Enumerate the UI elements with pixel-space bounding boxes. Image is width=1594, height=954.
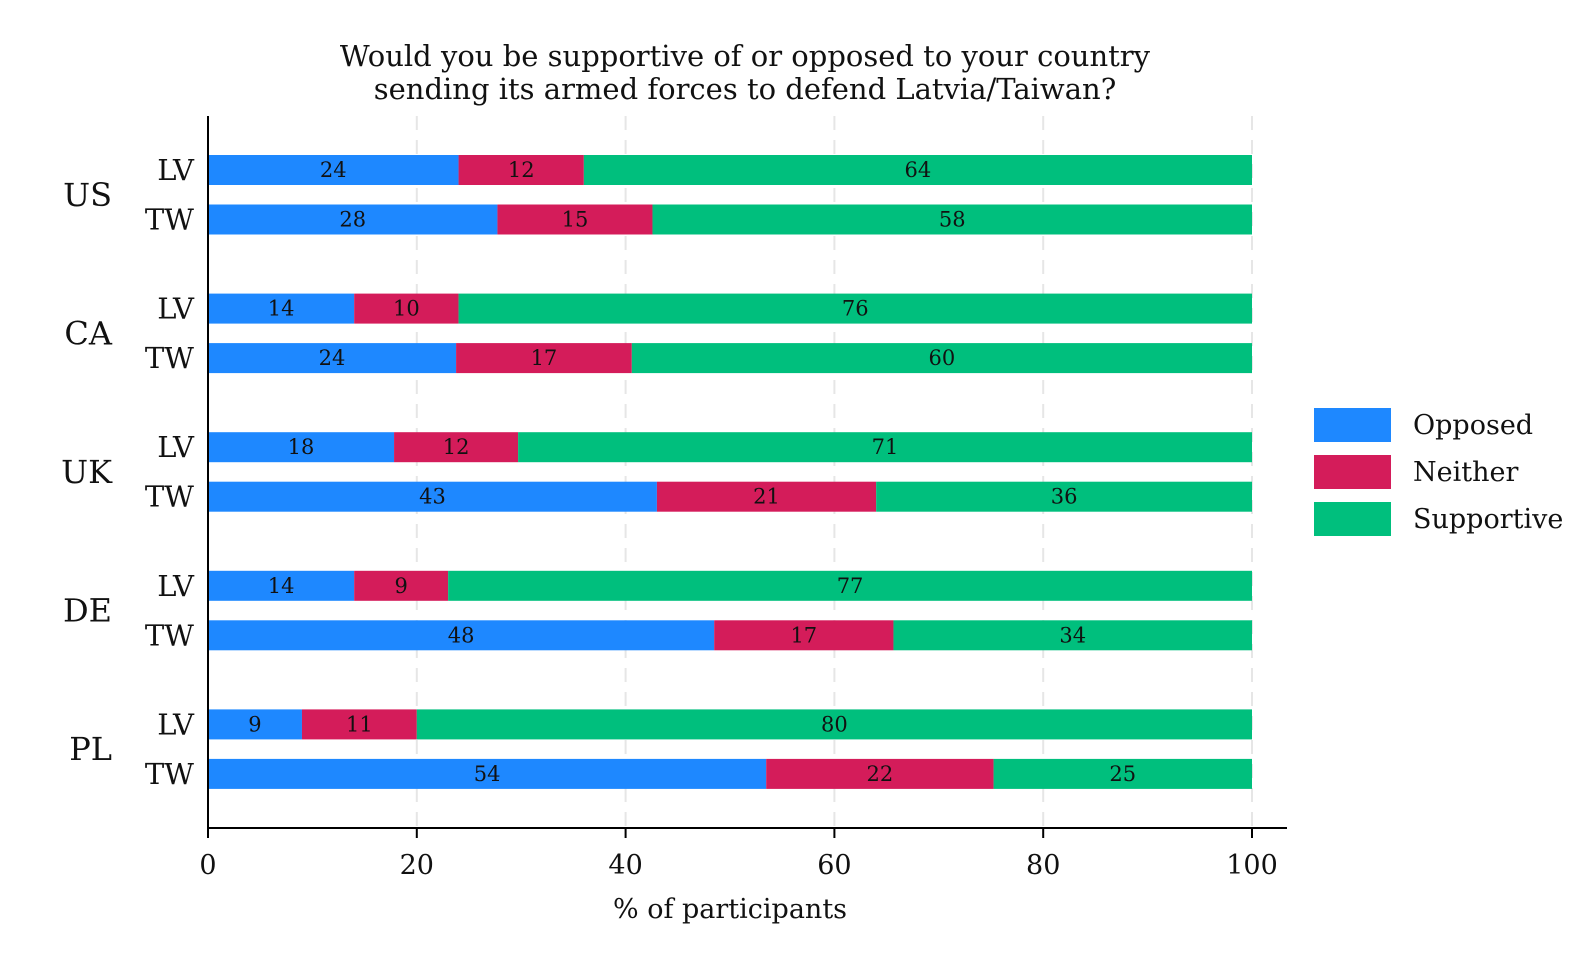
bar-value-label: 17 bbox=[790, 623, 817, 647]
legend-label-neither: Neither bbox=[1413, 457, 1518, 488]
bar-segment-opposed bbox=[208, 709, 302, 740]
bar-value-label: 18 bbox=[288, 435, 315, 459]
bar-value-label: 80 bbox=[821, 712, 848, 736]
bar-value-label: 28 bbox=[339, 208, 366, 232]
chart-title-line: sending its armed forces to defend Latvi… bbox=[374, 72, 1117, 106]
bar-value-label: 9 bbox=[248, 712, 261, 736]
y-axis-labels: LV TW US LV TW CA LV TW UK LV TW DE LV TW PL bbox=[61, 153, 195, 791]
bar-segment-opposed bbox=[208, 155, 459, 185]
bar-value-label: 11 bbox=[346, 712, 373, 736]
bar-value-label: 15 bbox=[562, 208, 589, 232]
legend-label-supportive: Supportive bbox=[1413, 504, 1563, 535]
bar-segment-supportive bbox=[448, 570, 1252, 601]
bar-segment-supportive bbox=[583, 155, 1252, 185]
bar-segment-neither bbox=[301, 709, 417, 740]
bar-segment-opposed bbox=[208, 343, 457, 374]
bar-value-label: 64 bbox=[905, 158, 932, 182]
bar-segment-supportive bbox=[893, 620, 1252, 651]
bar-value-label: 34 bbox=[1059, 623, 1086, 647]
bar-segment-neither bbox=[354, 570, 449, 601]
target-label: LV bbox=[157, 292, 195, 326]
bar-segment-opposed bbox=[208, 293, 355, 324]
chart-title: Would you be supportive of or opposed to… bbox=[340, 39, 1151, 106]
country-label: CA bbox=[64, 314, 112, 352]
target-label: LV bbox=[157, 153, 195, 187]
bar-value-label: 10 bbox=[393, 297, 420, 321]
country-label: US bbox=[63, 176, 112, 214]
bar-value-label: 58 bbox=[939, 208, 966, 232]
bar-value-label: 14 bbox=[268, 574, 295, 598]
bar-segment-supportive bbox=[652, 204, 1252, 235]
bar-value-label: 43 bbox=[419, 485, 446, 509]
bar-segment-neither bbox=[354, 293, 459, 324]
bar-segment-supportive bbox=[416, 709, 1252, 740]
bar-segment-supportive bbox=[631, 343, 1252, 374]
x-tick-label: 100 bbox=[1226, 850, 1278, 881]
bar-value-label: 17 bbox=[531, 346, 558, 370]
bar-segment-supportive bbox=[458, 293, 1252, 324]
bars: 24 12 64 28 15 58 14 10 76 24 17 60 18 12 71 43 21 36 14 9 7… bbox=[208, 155, 1252, 789]
bar-value-label: 14 bbox=[268, 297, 295, 321]
bar-value-label: 54 bbox=[474, 762, 501, 786]
bar-segment-neither bbox=[394, 432, 519, 463]
target-label: LV bbox=[157, 569, 195, 603]
x-tick-label: 0 bbox=[199, 850, 216, 881]
bar-value-label: 21 bbox=[753, 485, 780, 509]
bar-value-label: 22 bbox=[867, 762, 894, 786]
legend: Opposed Neither Supportive bbox=[1314, 408, 1563, 536]
bar-value-label: 24 bbox=[320, 158, 347, 182]
bar-segment-neither bbox=[766, 758, 994, 789]
bar-segment-neither bbox=[714, 620, 894, 651]
bar-segment-neither bbox=[656, 481, 877, 512]
bar-value-label: 71 bbox=[872, 435, 899, 459]
bar-segment-opposed bbox=[208, 620, 715, 651]
bar-segment-neither bbox=[497, 204, 653, 235]
chart-title-line: Would you be supportive of or opposed to… bbox=[340, 39, 1151, 73]
bar-value-label: 60 bbox=[929, 346, 956, 370]
bar-segment-neither bbox=[458, 155, 584, 185]
bar-segment-supportive bbox=[876, 481, 1252, 512]
bar-value-label: 12 bbox=[508, 158, 535, 182]
bar-value-label: 12 bbox=[443, 435, 470, 459]
bar-segment-opposed bbox=[208, 481, 657, 512]
target-label: TW bbox=[145, 341, 194, 375]
bar-segment-supportive bbox=[993, 758, 1252, 789]
x-axis-title: % of participants bbox=[613, 894, 847, 925]
legend-swatch-supportive bbox=[1314, 502, 1391, 536]
country-label: PL bbox=[69, 730, 112, 768]
bar-value-label: 48 bbox=[448, 623, 475, 647]
target-label: TW bbox=[145, 203, 194, 237]
legend-swatch-opposed bbox=[1314, 408, 1391, 442]
country-label: UK bbox=[61, 453, 113, 491]
bar-value-label: 36 bbox=[1051, 485, 1078, 509]
x-tick-label: 60 bbox=[817, 850, 851, 881]
bar-value-label: 77 bbox=[837, 574, 864, 598]
axes: 0 20 40 60 80 100 % of participants bbox=[199, 116, 1287, 925]
bar-segment-opposed bbox=[208, 570, 355, 601]
bar-segment-supportive bbox=[518, 432, 1252, 463]
target-label: TW bbox=[145, 757, 194, 791]
bar-value-label: 76 bbox=[842, 297, 869, 321]
bar-segment-opposed bbox=[208, 204, 498, 235]
target-label: LV bbox=[157, 430, 195, 464]
bar-segment-opposed bbox=[208, 432, 395, 463]
bar-segment-opposed bbox=[208, 758, 767, 789]
x-tick-label: 40 bbox=[608, 850, 642, 881]
target-label: TW bbox=[145, 618, 194, 652]
legend-label-opposed: Opposed bbox=[1413, 410, 1533, 441]
target-label: LV bbox=[157, 707, 195, 741]
country-label: DE bbox=[63, 592, 112, 630]
x-tick-label: 80 bbox=[1026, 850, 1060, 881]
legend-swatch-neither bbox=[1314, 455, 1391, 489]
target-label: TW bbox=[145, 480, 194, 514]
bar-value-label: 25 bbox=[1109, 762, 1136, 786]
x-tick-label: 20 bbox=[400, 850, 434, 881]
bar-segment-neither bbox=[456, 343, 632, 374]
bar-value-label: 24 bbox=[319, 346, 346, 370]
bar-value-label: 9 bbox=[394, 574, 407, 598]
